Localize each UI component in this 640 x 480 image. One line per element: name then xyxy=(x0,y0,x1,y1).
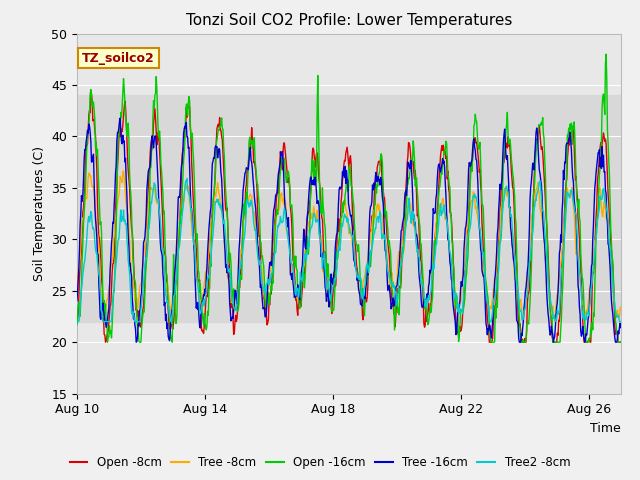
Text: TZ_soilco2: TZ_soilco2 xyxy=(82,51,155,65)
Y-axis label: Soil Temperatures (C): Soil Temperatures (C) xyxy=(33,146,45,281)
Title: Tonzi Soil CO2 Profile: Lower Temperatures: Tonzi Soil CO2 Profile: Lower Temperatur… xyxy=(186,13,512,28)
Bar xyxy=(77,96,621,322)
X-axis label: Time: Time xyxy=(590,422,621,435)
Legend: Open -8cm, Tree -8cm, Open -16cm, Tree -16cm, Tree2 -8cm: Open -8cm, Tree -8cm, Open -16cm, Tree -… xyxy=(65,452,575,474)
